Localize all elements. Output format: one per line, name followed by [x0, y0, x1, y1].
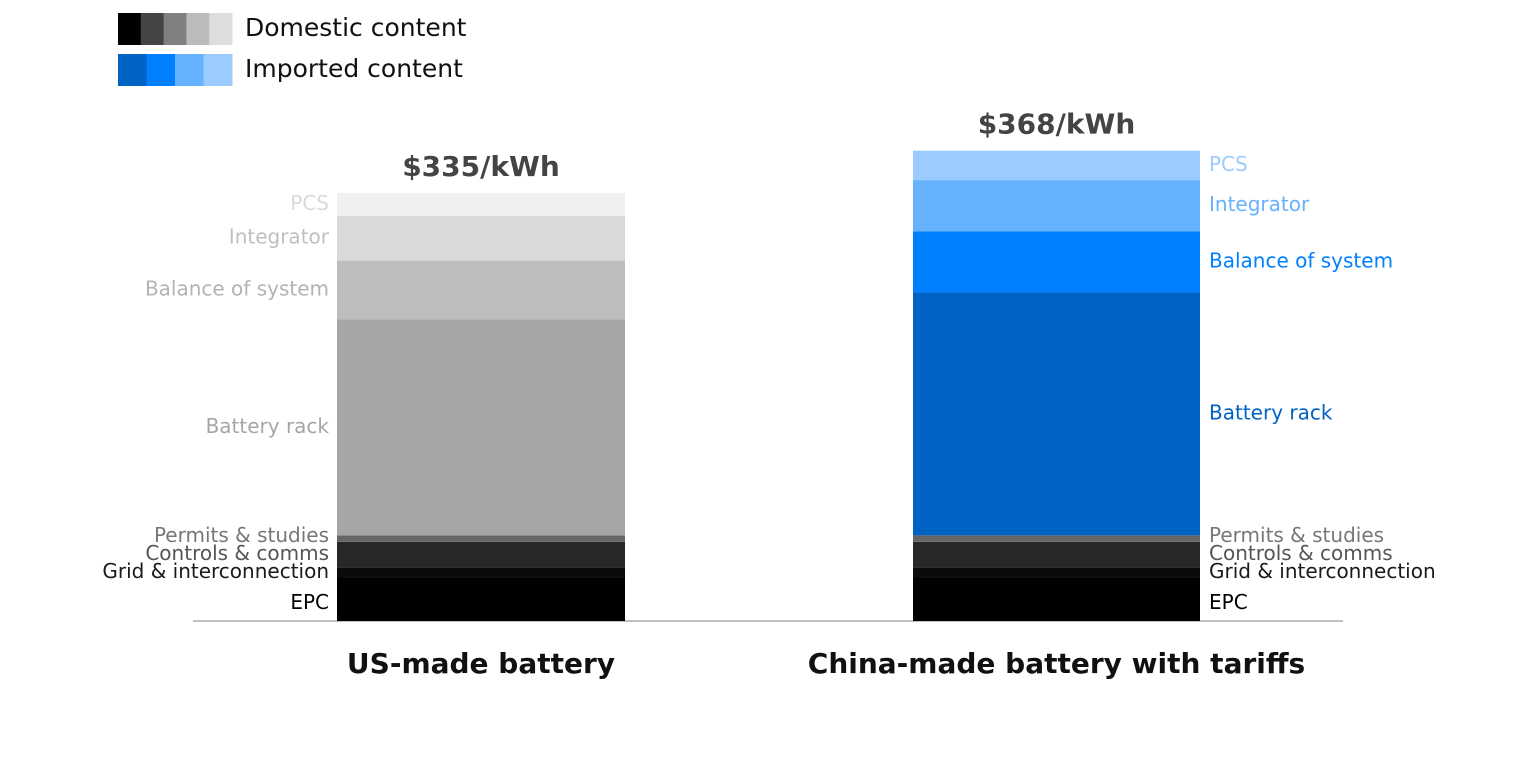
segment-label: Permits & studies	[154, 523, 329, 547]
bar-segment	[337, 577, 625, 621]
legend-swatch	[140, 13, 165, 45]
total-label: $335/kWh	[402, 150, 560, 183]
legend-swatch	[163, 13, 187, 45]
category-label: US-made battery	[347, 647, 615, 680]
segment-label: EPC	[1209, 590, 1248, 614]
segment-label: Balance of system	[145, 276, 329, 300]
bar-segment	[337, 535, 625, 542]
segment-label: Balance of system	[1209, 248, 1393, 272]
legend-swatch	[203, 54, 233, 86]
legend-swatch	[186, 13, 210, 45]
segment-label: Integrator	[1209, 192, 1310, 216]
bar-segment	[337, 260, 625, 320]
segment-label: Grid & interconnection	[102, 559, 329, 583]
segment-label: Controls & comms	[1209, 541, 1393, 565]
bar-segment	[913, 231, 1200, 293]
segment-label: Controls & comms	[145, 541, 329, 565]
bar-segment	[337, 192, 625, 216]
legend-swatch	[209, 13, 233, 45]
bar-segment	[337, 541, 625, 568]
category-label: China-made battery with tariffs	[808, 647, 1305, 680]
bar-segment	[913, 292, 1200, 536]
segment-label: EPC	[290, 590, 329, 614]
segment-label: PCS	[1209, 152, 1248, 176]
segment-label: Integrator	[229, 225, 330, 249]
legend-swatch	[175, 54, 204, 86]
bar-segment	[337, 319, 625, 536]
legend-swatch	[118, 13, 142, 45]
total-label: $368/kWh	[978, 108, 1136, 141]
segment-label: Grid & interconnection	[1209, 559, 1436, 583]
bar-segment	[337, 567, 625, 578]
legend-swatch	[118, 54, 147, 86]
bar-segment	[913, 180, 1200, 232]
segment-label: PCS	[290, 191, 329, 215]
bar-segment	[913, 577, 1200, 621]
bar-segment	[337, 215, 625, 261]
segment-label: Battery rack	[206, 414, 330, 438]
segment-label: Permits & studies	[1209, 523, 1384, 547]
legend-label: Domestic content	[245, 13, 467, 42]
bar-segment	[913, 535, 1200, 542]
bar-segment	[913, 541, 1200, 568]
segment-label: Battery rack	[1209, 400, 1333, 424]
bar-segment	[913, 567, 1200, 578]
legend-label: Imported content	[245, 54, 463, 83]
legend-swatch	[146, 54, 176, 86]
bar-segment	[913, 150, 1200, 181]
